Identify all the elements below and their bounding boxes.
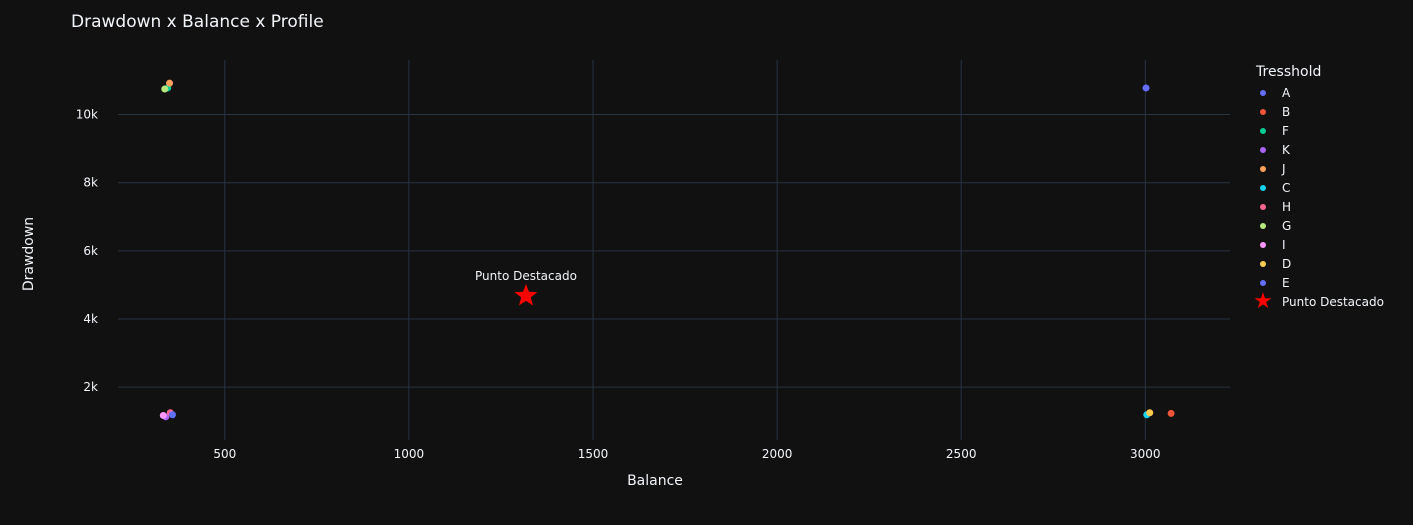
legend-label: D [1282,256,1292,271]
legend-marker-icon [1252,86,1274,100]
highlight-label: Punto Destacado [475,269,577,283]
x-tick-label: 2500 [946,447,977,461]
legend-dot-icon [1260,203,1266,210]
legend-item-highlight[interactable]: ★ Punto Destacado [1253,290,1384,312]
star-icon: ★ [1253,288,1273,314]
grid [118,60,1230,440]
legend-dot-icon [1260,165,1266,172]
legend-item-c[interactable]: C [1256,178,1384,197]
y-tick-label: 6k [83,244,98,258]
legend-marker-icon [1252,143,1274,157]
legend-items: A B F K J C H G I D E ★ Punto Destacado [1253,83,1384,313]
y-axis-label: Drawdown [21,217,37,291]
tick-labels: 500 1000 1500 2000 2500 3000 2k 4k 6k 8k 10k [76,108,1161,461]
legend-marker-icon [1252,181,1274,195]
legend-dot-icon [1260,260,1266,267]
highlight-star-marker [514,283,538,306]
y-tick-label: 2k [83,380,98,394]
legend-item-h[interactable]: H [1256,197,1384,216]
legend-marker-icon [1252,200,1274,214]
legend-dot-icon [1260,89,1266,96]
legend-marker-icon [1252,219,1274,233]
x-axis-label: Balance [627,473,683,489]
legend-label: J [1282,161,1286,176]
x-tick-label: 1500 [578,447,609,461]
legend: Tresshold A B F K J C H G I D E ★ Punto Destacado [1253,64,1384,313]
legend-label: Punto Destacado [1282,294,1384,309]
legend-dot-icon [1260,127,1266,134]
x-tick-label: 500 [213,447,236,461]
legend-label: B [1282,104,1291,119]
legend-dot-icon [1260,241,1266,248]
data-points [159,79,1175,421]
legend-dot-icon [1260,108,1266,115]
legend-dot-icon [1260,146,1266,153]
legend-title: Tresshold [1256,64,1322,80]
legend-label: H [1282,199,1292,214]
data-point-e [168,411,176,419]
legend-item-d[interactable]: D [1256,254,1384,273]
legend-marker-icon [1252,257,1274,271]
legend-item-j[interactable]: J [1256,159,1384,178]
x-tick-label: 3000 [1130,447,1161,461]
legend-label: F [1282,123,1289,138]
legend-label: K [1282,142,1290,157]
legend-marker-icon [1252,105,1274,119]
legend-dot-icon [1260,222,1266,229]
y-tick-label: 10k [76,108,98,122]
legend-item-e[interactable]: E [1256,273,1384,292]
y-tick-label: 8k [83,176,98,190]
legend-label: C [1282,180,1291,195]
legend-dot-icon [1260,279,1266,286]
legend-marker-icon [1252,238,1274,252]
legend-label: E [1282,275,1290,290]
legend-label: A [1282,85,1291,100]
legend-label: I [1282,237,1286,252]
data-point-d [1146,409,1154,417]
data-point-j [166,79,174,87]
y-tick-label: 4k [83,312,98,326]
legend-item-f[interactable]: F [1256,121,1384,140]
legend-item-g[interactable]: G [1256,216,1384,235]
data-point-b [1167,409,1175,417]
data-point-g [161,85,169,93]
legend-dot-icon [1260,184,1266,191]
x-tick-label: 1000 [394,447,425,461]
data-point-i [159,411,167,419]
chart-title: Drawdown x Balance x Profile [71,12,324,32]
legend-marker-icon [1252,162,1274,176]
legend-item-k[interactable]: K [1256,140,1384,159]
data-point-a [1142,84,1150,92]
highlight-point: Punto Destacado [475,269,577,306]
legend-item-a[interactable]: A [1256,83,1384,102]
legend-label: G [1282,218,1292,233]
legend-marker-icon [1252,124,1274,138]
legend-item-i[interactable]: I [1256,235,1384,254]
legend-item-b[interactable]: B [1256,102,1384,121]
legend-marker-icon [1252,276,1274,290]
x-tick-label: 2000 [762,447,793,461]
